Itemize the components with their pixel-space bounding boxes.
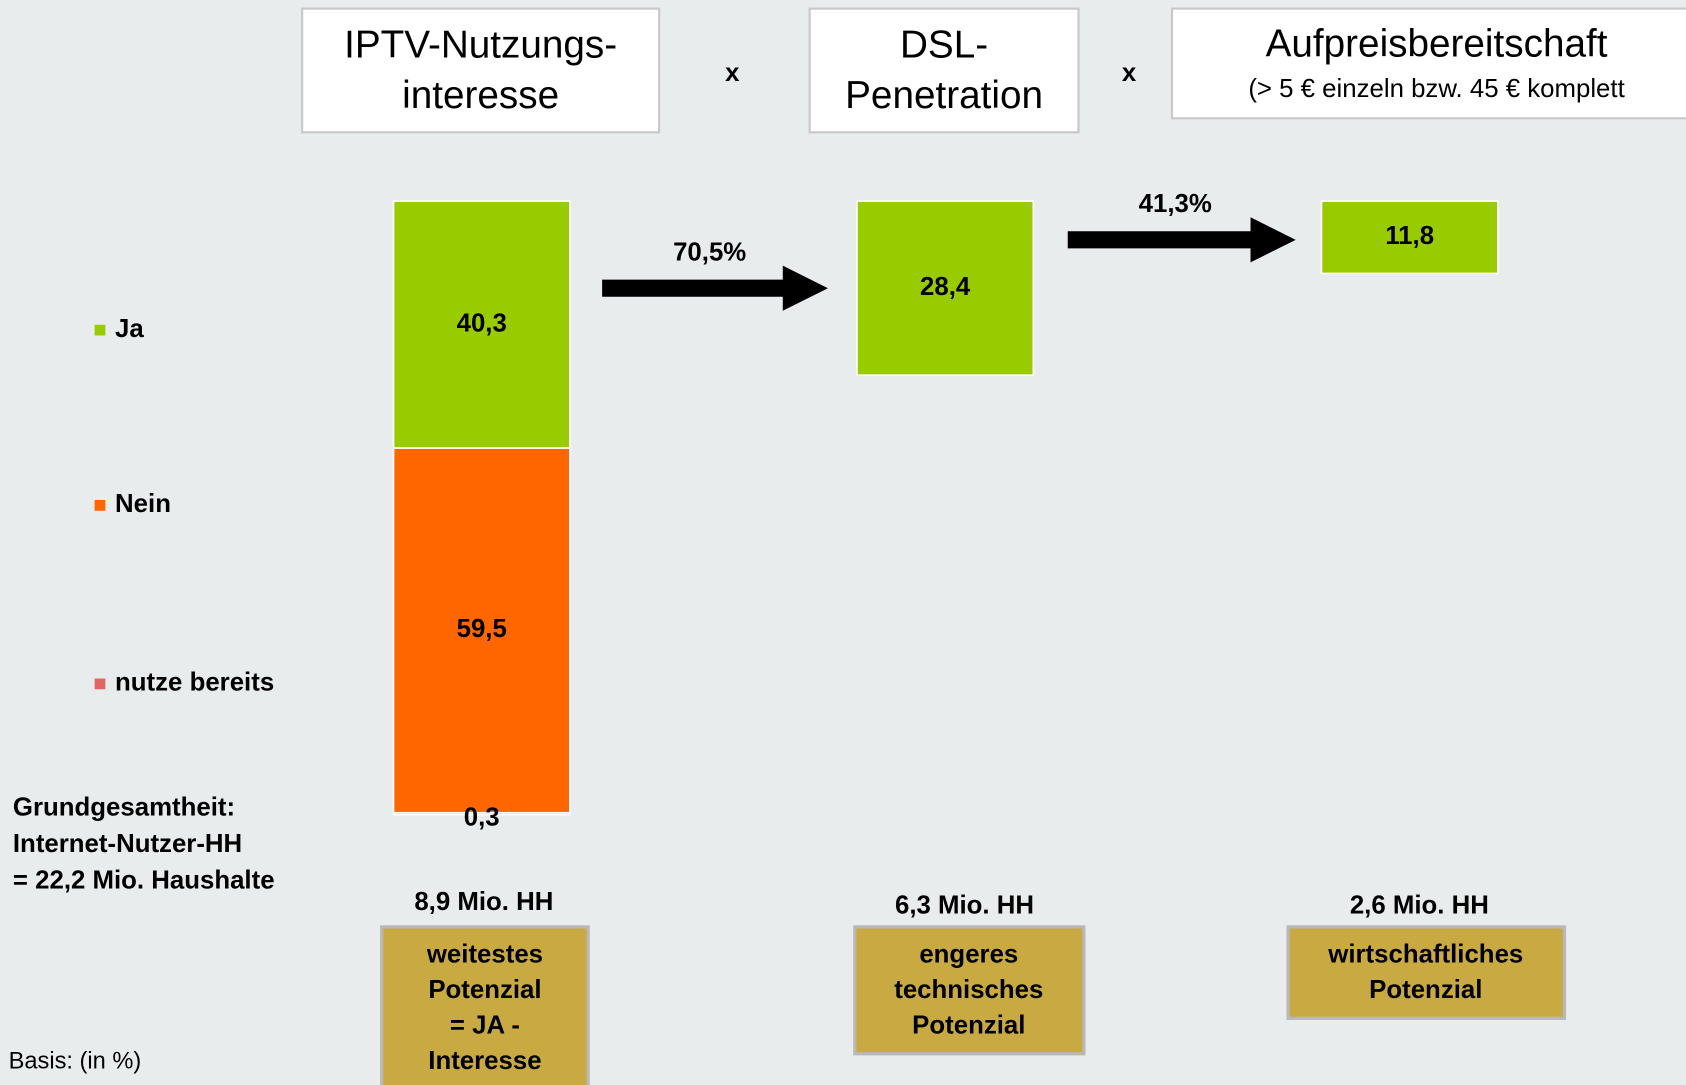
- footer-note: Basis: (in %): [9, 1049, 142, 1075]
- header-text: interesse: [402, 74, 559, 117]
- potential-box: [853, 925, 1086, 1056]
- potential-box: [1286, 925, 1567, 1020]
- header-text: Aufpreisbereitschaft: [1266, 22, 1608, 65]
- header-box: [301, 7, 661, 134]
- arrow: [602, 265, 828, 311]
- bar-segment: [1320, 200, 1499, 275]
- value-label: 59,5: [457, 615, 507, 643]
- potential-text: Potenzial: [912, 1012, 1025, 1040]
- value-label: 0,3: [464, 804, 500, 832]
- operator: x: [725, 59, 740, 87]
- potential-text: Potenzial: [1369, 976, 1482, 1004]
- bar-segment: [392, 811, 571, 816]
- arrow-label: 41,3%: [1139, 190, 1212, 218]
- bar-segment: [856, 200, 1035, 376]
- total-label: 8,9 Mio. HH: [414, 888, 553, 916]
- legend-swatch: [94, 500, 106, 511]
- base-note: = 22,2 Mio. Haushalte: [13, 867, 275, 895]
- header-text: DSL-: [900, 24, 988, 67]
- legend-swatch: [94, 678, 106, 690]
- value-label: 40,3: [457, 309, 507, 337]
- arrow-label: 70,5%: [673, 239, 746, 267]
- header-text: Penetration: [845, 74, 1043, 117]
- potential-text: weitestes: [426, 941, 543, 969]
- legend-swatch: [94, 324, 106, 336]
- header-box: [808, 7, 1080, 134]
- potential-text: engeres: [919, 941, 1018, 969]
- potential-box: [380, 925, 590, 1085]
- legend-label: Ja: [115, 315, 144, 343]
- value-label: 28,4: [920, 273, 971, 301]
- operator: x: [1122, 59, 1137, 87]
- header-box: [1170, 7, 1686, 120]
- base-note: Internet-Nutzer-HH: [13, 830, 242, 858]
- legend-label: nutze bereits: [115, 669, 274, 697]
- potential-text: Potenzial: [428, 976, 541, 1004]
- legend-label: Nein: [115, 490, 171, 518]
- header-subtext: (> 5 € einzeln bzw. 45 € komplett: [1248, 75, 1624, 103]
- base-note: Grundgesamtheit:: [13, 793, 235, 821]
- header-text: IPTV-Nutzungs-: [344, 24, 617, 67]
- potential-text: = JA -: [450, 1012, 520, 1040]
- potential-text: wirtschaftliches: [1327, 941, 1523, 969]
- potential-text: Interesse: [428, 1047, 541, 1075]
- value-label: 11,8: [1385, 222, 1434, 250]
- total-label: 6,3 Mio. HH: [895, 891, 1034, 919]
- arrow: [1067, 217, 1296, 263]
- bar-segment: [392, 447, 571, 814]
- total-label: 2,6 Mio. HH: [1350, 891, 1489, 919]
- potential-text: technisches: [894, 976, 1043, 1004]
